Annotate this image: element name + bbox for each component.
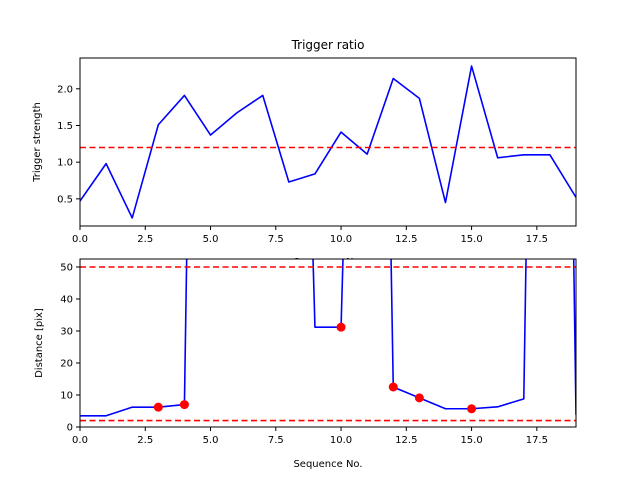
x-tick-label: 7.5 [268, 435, 284, 446]
x-tick-label: 10.0 [330, 234, 352, 245]
x-tick-label: 15.0 [460, 435, 482, 446]
data-layer [80, 259, 576, 422]
y-axis-label: Distance [pix] [34, 308, 45, 378]
y-tick-label: 0.5 [57, 194, 73, 205]
axes-frame [79, 57, 577, 227]
x-tick-label: 2.5 [137, 435, 153, 446]
y-tick-label: 0 [67, 423, 73, 434]
x-tick-label: 2.5 [137, 234, 153, 245]
y-tick-label: 10 [60, 391, 73, 402]
marker-point [153, 402, 163, 412]
y-tick-label: 2.0 [57, 84, 73, 95]
y-tick-label: 1.0 [57, 158, 73, 169]
x-tick-label: 12.5 [395, 435, 417, 446]
x-tick-label: 7.5 [268, 234, 284, 245]
x-tick-label: 15.0 [460, 234, 482, 245]
marker-point [336, 322, 346, 332]
x-tick-label: 5.0 [203, 435, 219, 446]
chart-title: Trigger ratio [291, 38, 365, 52]
y-tick-label: 40 [60, 295, 73, 306]
y-tick-label: 1.5 [57, 121, 73, 132]
marker-point [388, 382, 398, 392]
series-line-1 [80, 65, 576, 219]
x-tick-label: 12.5 [395, 234, 417, 245]
y-tick-label: 20 [60, 359, 73, 370]
chart-2: 0.0 2.5 5.0 7.5 10.0 12.5 15.0 17.5 0 10 20 30 40 50 S… [34, 258, 577, 470]
x-axis-label: Sequence No. [293, 459, 362, 470]
plot-area [80, 259, 576, 427]
data-layer [80, 65, 576, 219]
plot-area [80, 58, 576, 226]
x-tick-label: 0.0 [72, 234, 88, 245]
y-tick-label: 30 [60, 327, 73, 338]
x-tick-label: 0.0 [72, 435, 88, 446]
y-axis-label: Trigger strength [32, 102, 43, 183]
marker-point [467, 404, 477, 414]
x-tick-label: 5.0 [203, 234, 219, 245]
marker-point [414, 393, 424, 403]
x-tick-label: 10.0 [330, 435, 352, 446]
chart-1: 0.0 2.5 5.0 7.5 10.0 12.5 15.0 17.5 0.5 1.0 1.5 2.0… [32, 38, 577, 268]
axes-frame [79, 258, 577, 428]
x-tick-label: 17.5 [526, 435, 548, 446]
marker-point [179, 400, 189, 410]
x-tick-label: 17.5 [526, 234, 548, 245]
y-tick-label: 50 [60, 263, 73, 274]
